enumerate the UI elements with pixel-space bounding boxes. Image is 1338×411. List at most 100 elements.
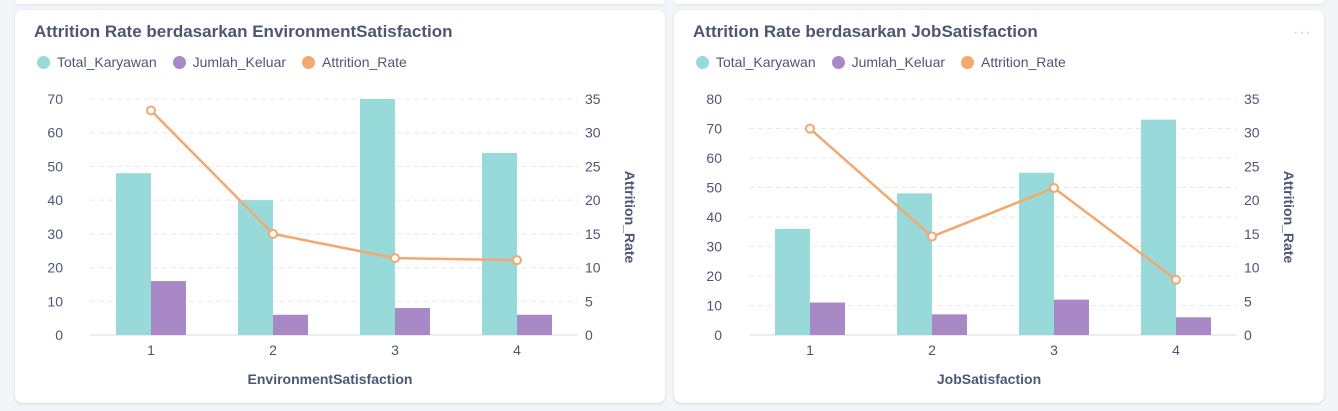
point-attrition-rate <box>1049 183 1059 194</box>
y-axis-right-tick-label: 10 <box>1244 260 1260 276</box>
y-axis-left-tick-label: 10 <box>706 298 722 314</box>
y-axis-left-tick-label: 70 <box>706 121 722 137</box>
more-options-icon[interactable]: ··· <box>1293 24 1312 41</box>
y-axis-left-tick-label: 80 <box>706 91 722 107</box>
x-axis-tick-label: 4 <box>513 342 521 358</box>
bar-jumlah-keluar <box>1176 317 1211 335</box>
line-attrition-rate <box>809 127 1177 281</box>
legend-dot <box>37 55 50 69</box>
y-axis-right-tick-label: 20 <box>585 192 601 208</box>
chart-title: Attrition Rate berdasarkan EnvironmentSa… <box>34 22 453 41</box>
bar-jumlah-keluar <box>932 314 967 335</box>
y-axis-left-tick-label: 40 <box>706 209 722 225</box>
chart-plot: 0 10 20 30 40 50 60 70 0 5 10 15 20 25 30 35 Attrition_R… <box>47 91 638 387</box>
legend-item-total-karyawan[interactable]: Total_Karyawan <box>696 54 816 70</box>
y-axis-left-tick-label: 60 <box>47 125 63 141</box>
point-attrition-rate <box>512 255 522 266</box>
bar-total-karyawan <box>897 193 932 335</box>
y-axis-right-tick-label: 35 <box>585 91 601 107</box>
x-axis-tick-label: 3 <box>1050 342 1058 358</box>
chart-card-job-satisfaction[interactable]: Attrition Rate berdasarkan JobSatisfacti… <box>674 10 1324 403</box>
legend-label: Total_Karyawan <box>716 54 816 70</box>
x-axis-tick-label: 2 <box>269 342 277 358</box>
legend-dot <box>302 55 316 69</box>
bar-total-karyawan <box>116 173 151 335</box>
y-axis-right-tick-label: 15 <box>1244 226 1260 242</box>
x-axis-tick-label: 4 <box>1172 342 1180 358</box>
x-axis-tick-label: 2 <box>928 342 936 358</box>
y-axis-left-tick-label: 50 <box>706 180 722 196</box>
chart-plot: 0 10 20 30 40 50 60 70 80 0 5 10 15 20 25 30 35 Attrition… <box>706 91 1297 387</box>
point-attrition-rate <box>805 123 815 134</box>
legend-label: Total_Karyawan <box>57 54 157 70</box>
y-axis-right-tick-label: 5 <box>1244 293 1252 309</box>
bar-total-karyawan <box>1141 119 1176 336</box>
y-axis-left-tick-label: 50 <box>47 158 63 174</box>
x-axis-tick-label: 1 <box>147 342 155 358</box>
legend-dot <box>172 55 186 69</box>
legend-label: Jumlah_Keluar <box>851 54 946 70</box>
previous-card-edge <box>15 0 665 4</box>
bar-jumlah-keluar <box>810 302 845 335</box>
y-axis-right-tick-label: 15 <box>585 226 601 242</box>
chart-title: Attrition Rate berdasarkan JobSatisfacti… <box>693 22 1038 41</box>
legend-item-attrition-rate[interactable]: Attrition_Rate <box>302 54 407 70</box>
point-attrition-rate <box>927 231 937 242</box>
bar-total-karyawan <box>775 228 810 335</box>
previous-card-edge <box>674 0 1324 4</box>
y-axis-left-tick-label: 30 <box>706 239 722 255</box>
y-axis-left-tick-label: 0 <box>55 327 63 343</box>
y-axis-left-tick-label: 10 <box>47 293 63 309</box>
y-axis-right-title: Attrition_Rate <box>1281 171 1297 264</box>
point-attrition-rate <box>1171 274 1181 285</box>
legend-item-attrition-rate[interactable]: Attrition_Rate <box>961 54 1066 70</box>
point-attrition-rate <box>390 253 400 264</box>
bar-jumlah-keluar <box>273 314 308 335</box>
y-axis-left-tick-label: 40 <box>47 192 63 208</box>
y-axis-right-tick-label: 35 <box>1244 91 1260 107</box>
x-axis-tick-label: 1 <box>806 342 814 358</box>
chart-card-environment-satisfaction[interactable]: Attrition Rate berdasarkan EnvironmentSa… <box>15 10 665 403</box>
point-attrition-rate <box>146 105 156 116</box>
y-axis-right-tick-label: 30 <box>585 125 601 141</box>
x-axis-title: JobSatisfaction <box>937 371 1041 387</box>
legend-dot <box>961 55 975 69</box>
legend-label: Attrition_Rate <box>322 54 407 70</box>
legend-label: Jumlah_Keluar <box>192 54 287 70</box>
y-axis-left-tick-label: 30 <box>47 226 63 242</box>
bar-total-karyawan <box>360 99 395 335</box>
y-axis-left-tick-label: 20 <box>706 268 722 284</box>
legend-dot <box>831 55 845 69</box>
x-axis-title: EnvironmentSatisfaction <box>248 371 413 387</box>
y-axis-left-tick-label: 0 <box>714 327 722 343</box>
legend-label: Attrition_Rate <box>981 54 1066 70</box>
x-axis-tick-label: 3 <box>391 342 399 358</box>
y-axis-right-tick-label: 0 <box>1244 327 1252 343</box>
legend-item-jumlah-keluar[interactable]: Jumlah_Keluar <box>172 54 287 70</box>
bar-jumlah-keluar <box>517 314 552 335</box>
point-attrition-rate <box>268 228 278 239</box>
legend-dot <box>696 55 709 69</box>
y-axis-right-tick-label: 10 <box>585 260 601 276</box>
y-axis-right-tick-label: 5 <box>585 293 593 309</box>
bar-jumlah-keluar <box>395 308 430 335</box>
bar-total-karyawan <box>482 152 517 335</box>
y-axis-left-tick-label: 60 <box>706 150 722 166</box>
bar-jumlah-keluar <box>1054 299 1089 335</box>
y-axis-right-title: Attrition_Rate <box>622 171 638 264</box>
bar-total-karyawan <box>238 200 273 335</box>
y-axis-right-tick-label: 30 <box>1244 125 1260 141</box>
chart-legend: Total_Karyawan Jumlah_Keluar Attrition_R… <box>37 54 423 70</box>
y-axis-right-tick-label: 25 <box>1244 158 1260 174</box>
y-axis-left-tick-label: 70 <box>47 91 63 107</box>
chart-legend: Total_Karyawan Jumlah_Keluar Attrition_R… <box>696 54 1082 70</box>
y-axis-right-tick-label: 0 <box>585 327 593 343</box>
y-axis-left-tick-label: 20 <box>47 260 63 276</box>
bar-jumlah-keluar <box>151 281 186 335</box>
bar-total-karyawan <box>1019 172 1054 335</box>
legend-item-total-karyawan[interactable]: Total_Karyawan <box>37 54 157 70</box>
y-axis-right-tick-label: 25 <box>585 158 601 174</box>
legend-item-jumlah-keluar[interactable]: Jumlah_Keluar <box>831 54 946 70</box>
y-axis-right-tick-label: 20 <box>1244 192 1260 208</box>
line-attrition-rate <box>150 109 518 262</box>
